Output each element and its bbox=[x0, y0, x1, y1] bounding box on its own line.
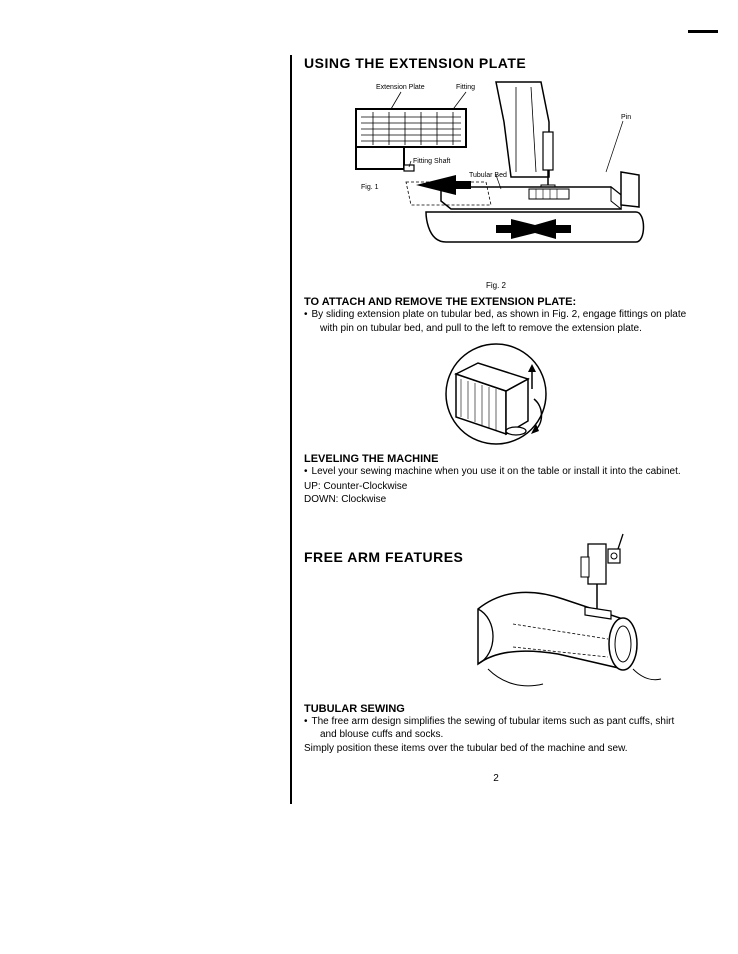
tubular-sewing-diagram bbox=[473, 529, 663, 699]
attach-bullet: By sliding extension plate on tubular be… bbox=[312, 308, 688, 335]
leveling-bullet: Level your sewing machine when you use i… bbox=[312, 465, 688, 479]
tubular-text: Simply position these items over the tub… bbox=[304, 742, 688, 756]
tubular-bullet-list: The free arm design simplifies the sewin… bbox=[304, 715, 688, 742]
label-tubular-bed: Tubular Bed bbox=[469, 172, 507, 179]
page-number: 2 bbox=[304, 773, 688, 784]
figure-1-2-area: Extension Plate Fitting bbox=[304, 77, 688, 277]
section-title-free-arm: FREE ARM FEATURES bbox=[304, 549, 463, 565]
heading-tubular-sewing: TUBULAR SEWING bbox=[304, 703, 688, 715]
manual-page-content: USING THE EXTENSION PLATE Extension Plat… bbox=[290, 55, 688, 804]
leveling-figure-area bbox=[304, 339, 688, 449]
label-pin: Pin bbox=[621, 114, 631, 121]
label-fig1: Fig. 1 bbox=[361, 184, 379, 191]
label-fitting-shaft: Fitting Shaft bbox=[413, 158, 450, 165]
leveling-up: UP: Counter-Clockwise bbox=[304, 481, 688, 492]
heading-leveling: LEVELING THE MACHINE bbox=[304, 453, 688, 465]
presser-foot-icon bbox=[581, 534, 623, 619]
heading-attach-remove: TO ATTACH AND REMOVE THE EXTENSION PLATE… bbox=[304, 296, 688, 308]
extension-plate-diagram: Extension Plate Fitting bbox=[311, 77, 681, 277]
page-corner-mark bbox=[688, 30, 718, 38]
leveling-down: DOWN: Clockwise bbox=[304, 494, 688, 505]
section-title-extension-plate: USING THE EXTENSION PLATE bbox=[304, 55, 688, 71]
label-fitting: Fitting bbox=[456, 84, 475, 91]
leveling-diagram bbox=[436, 339, 556, 449]
attach-bullet-list: By sliding extension plate on tubular be… bbox=[304, 308, 688, 335]
tubular-bullet: The free arm design simplifies the sewin… bbox=[312, 715, 688, 742]
leveling-bullet-list: Level your sewing machine when you use i… bbox=[304, 465, 688, 479]
figure-2-caption: Fig. 2 bbox=[304, 281, 688, 290]
label-extension-plate: Extension Plate bbox=[376, 84, 425, 91]
